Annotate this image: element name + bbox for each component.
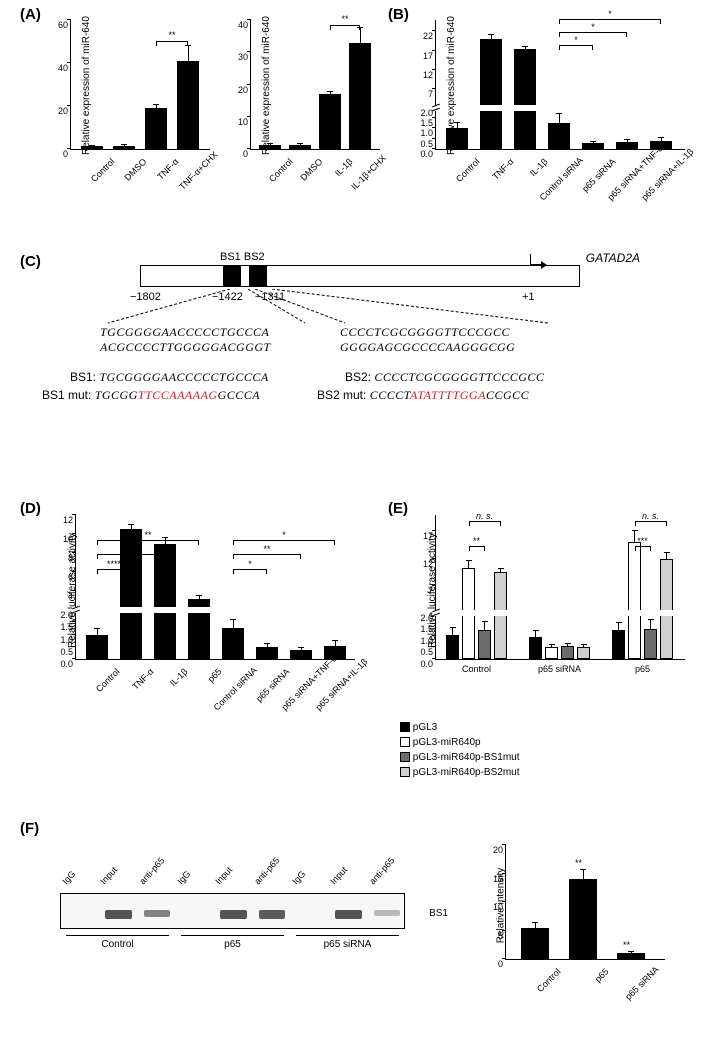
bs-label: BS1 bbox=[220, 251, 241, 263]
chart-b: Relative expression of miR-640 0.00.51.0… bbox=[435, 20, 685, 150]
seq-text: CCCCT bbox=[370, 388, 410, 402]
seq-mut: ATATTTTGGA bbox=[410, 388, 486, 402]
seq-text: ACGCCCCTTGGGGGACGGGT bbox=[100, 340, 271, 355]
seq-text: GCCCA bbox=[218, 388, 261, 402]
chart-d: Relative luciferase activity 0.00.51.01.… bbox=[75, 515, 355, 660]
chart-a1: Relative expression of miR-640 0204060Co… bbox=[70, 20, 210, 150]
bs-label: BS2 mut: bbox=[317, 388, 366, 402]
band-label: BS1 bbox=[429, 908, 448, 919]
seq-text: TGCGGGGAACCCCCTGCCCA bbox=[100, 325, 269, 340]
panel-label: (C) bbox=[20, 253, 41, 270]
panel-label: (B) bbox=[388, 6, 409, 23]
legend-swatch bbox=[400, 752, 410, 762]
legend-label: pGL3-miR640p bbox=[413, 737, 481, 748]
legend-swatch bbox=[400, 737, 410, 747]
legend-swatch bbox=[400, 722, 410, 732]
seq-text: GGGGAGCGCCCCAAGGGCGG bbox=[340, 340, 515, 355]
panel-label: (F) bbox=[20, 820, 39, 837]
bs-label: BS2: bbox=[345, 370, 371, 384]
seq-text: CCCCTCGCGGGGTTCCCGCC bbox=[374, 370, 544, 384]
gel-panel: IgGInputanti-p65IgGInputanti-p65IgGInput… bbox=[60, 838, 420, 965]
chart-f2: Relative intensity 05101520Controlp65**p… bbox=[505, 845, 665, 960]
chart-a2: Relative expression of miR-640 010203040… bbox=[250, 20, 380, 150]
seq-text: TGCGGGGAACCCCCTGCCCA bbox=[99, 370, 268, 384]
legend-label: pGL3-miR640p-BS2mut bbox=[413, 767, 520, 778]
legend-swatch bbox=[400, 767, 410, 777]
legend-label: pGL3 bbox=[413, 722, 437, 733]
bs-label: BS1 mut: bbox=[42, 388, 91, 402]
panel-label: (D) bbox=[20, 500, 41, 517]
bs-label: BS1: bbox=[70, 370, 96, 384]
legend-label: pGL3-miR640p-BS1mut bbox=[413, 752, 520, 763]
seq-text: TGCGG bbox=[95, 388, 138, 402]
legend-e: pGL3 pGL3-miR640p pGL3-miR640p-BS1mut pG… bbox=[400, 720, 520, 780]
panel-label: (E) bbox=[388, 500, 408, 517]
seq-text: CCGCC bbox=[486, 388, 529, 402]
seq-text: CCCCTCGCGGGGTTCCCGCC bbox=[340, 325, 510, 340]
bs-label: BS2 bbox=[244, 251, 265, 263]
panel-label: (A) bbox=[20, 6, 41, 23]
schematic-c: BS1 BS2 GATAD2A −1802 −1422 −1311 +1 TGC… bbox=[90, 265, 630, 287]
chart-e: Relative luciferase activity 0.00.51.01.… bbox=[435, 515, 685, 660]
seq-mut: TTCCAAAAAG bbox=[138, 388, 218, 402]
gene-name: GATAD2A bbox=[586, 251, 640, 265]
